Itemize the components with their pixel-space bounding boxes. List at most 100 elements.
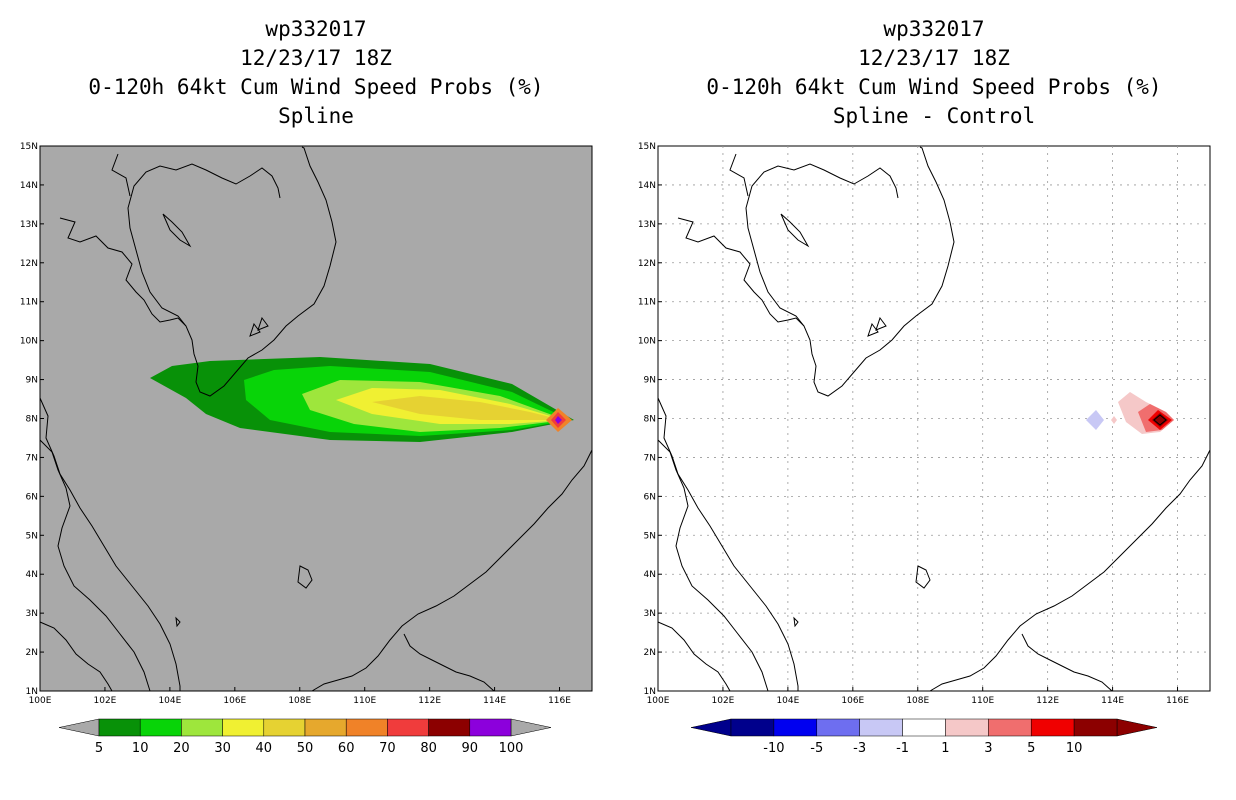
right-lat-label: 5N: [644, 531, 656, 541]
right-lat-label: 9N: [644, 376, 656, 386]
right-colorbar-swatch: [859, 718, 903, 737]
anomaly-negative: [1086, 410, 1104, 430]
right-colorbar-swatch: [730, 718, 775, 737]
right-lat-label: 13N: [638, 220, 656, 230]
anomaly-peak-outline: [1153, 414, 1167, 426]
left-title-storm-id: wp332017: [265, 17, 367, 41]
right-colorbar-label: -1: [896, 741, 909, 756]
right-map-title: wp332017 12/23/17 18Z 0-120h 64kt Cum Wi…: [658, 15, 1210, 131]
right-lon-label: 106E: [841, 696, 864, 706]
right-colorbar-swatch: [773, 718, 818, 737]
right-lat-label: 11N: [638, 298, 656, 308]
left-colorbar-label: 5: [95, 741, 103, 756]
left-lon-label: 108E: [288, 696, 311, 706]
right-map: 1N 2N 3N 4N 5N 6N 7N 8N 9N 10N 11N 12N 13N 14N 15N 100…: [638, 142, 1211, 706]
right-lon-label: 112E: [1036, 696, 1059, 706]
left-lat-label: 2N: [26, 648, 38, 658]
right-colorbar-label: -10: [763, 741, 784, 756]
right-lat-label: 7N: [644, 453, 656, 463]
probability-swath: [150, 357, 574, 442]
left-lat-label: 12N: [20, 259, 38, 269]
right-colorbar: -10 -5 -3 -1 1 3 5 10: [690, 718, 1158, 756]
right-colorbar-label: 5: [1027, 741, 1035, 756]
right-lon-label: 114E: [1101, 696, 1124, 706]
right-lat-label: 1N: [644, 687, 656, 697]
right-lon-label: 102E: [712, 696, 735, 706]
left-colorbar-swatch: [98, 718, 141, 737]
swath-band-40: [372, 396, 562, 420]
left-lon-label: 104E: [158, 696, 181, 706]
left-title-method: Spline: [278, 104, 354, 128]
left-lon-label: 116E: [548, 696, 571, 706]
left-lat-label: 10N: [20, 337, 38, 347]
left-lon-label: 110E: [353, 696, 376, 706]
anomaly-positive-10: [1152, 413, 1168, 427]
left-colorbar-swatch: [428, 718, 471, 737]
left-lon-label: 102E: [94, 696, 117, 706]
left-lat-label: 9N: [26, 376, 38, 386]
right-lon-tick-labels: 100E 102E 104E 106E 108E 110E 112E 114E 116E: [647, 687, 1189, 706]
left-colorbar-swatch: [304, 718, 347, 737]
left-lon-label: 100E: [29, 696, 52, 706]
left-colorbar-max-arrow: [510, 718, 552, 737]
left-map: 1N 2N 3N 4N 5N 6N 7N 8N 9N 10N 11N 12N 13N 14N 15N 100…: [20, 142, 593, 706]
right-title-method: Spline - Control: [832, 104, 1036, 128]
left-colorbar-swatch: [263, 718, 306, 737]
left-colorbar-label: 90: [462, 741, 479, 756]
left-colorbar-label: 30: [214, 741, 231, 756]
left-colorbar-label: 70: [379, 741, 396, 756]
right-colorbar-label: 10: [1066, 741, 1083, 756]
left-lat-label: 7N: [26, 453, 38, 463]
right-title-product: 0-120h 64kt Cum Wind Speed Probs (%): [706, 75, 1162, 99]
left-colorbar-min-arrow: [58, 718, 100, 737]
left-colorbar-swatch: [139, 718, 182, 737]
left-colorbar-swatch: [222, 718, 265, 737]
left-colorbar-swatch: [387, 718, 429, 737]
left-title-datetime: 12/23/17 18Z: [240, 46, 392, 70]
left-lat-label: 3N: [26, 609, 38, 619]
swath-core-100: [555, 416, 562, 424]
left-map-title: wp332017 12/23/17 18Z 0-120h 64kt Cum Wi…: [40, 15, 592, 131]
left-lon-label: 112E: [418, 696, 441, 706]
left-colorbar-label: 50: [297, 741, 314, 756]
right-title-storm-id: wp332017: [883, 17, 985, 41]
left-lon-tick-labels: 100E 102E 104E 106E 108E 110E 112E 114E 116E: [29, 687, 571, 706]
left-lat-label: 13N: [20, 220, 38, 230]
right-lon-label: 116E: [1166, 696, 1189, 706]
right-lat-label: 10N: [638, 337, 656, 347]
left-colorbar: 5 10 20 30 40 50 60 70 80 90 100: [58, 718, 552, 756]
left-colorbar-swatch: [181, 718, 223, 737]
right-colorbar-swatch: [945, 718, 989, 737]
left-lon-label: 106E: [223, 696, 246, 706]
left-lat-label: 5N: [26, 531, 38, 541]
right-lat-label: 3N: [644, 609, 656, 619]
right-lat-tick-labels: 1N 2N 3N 4N 5N 6N 7N 8N 9N 10N 11N 12N 13N 14N 15N: [638, 142, 662, 697]
right-colorbar-label: 1: [941, 741, 949, 756]
left-lat-label: 4N: [26, 570, 38, 580]
left-lat-label: 1N: [26, 687, 38, 697]
left-colorbar-label: 10: [132, 741, 149, 756]
right-lon-label: 110E: [971, 696, 994, 706]
left-colorbar-swatch: [345, 718, 388, 737]
right-lat-label: 15N: [638, 142, 656, 152]
right-title-datetime: 12/23/17 18Z: [858, 46, 1010, 70]
left-colorbar-swatch: [469, 718, 512, 737]
right-colorbar-label: -5: [810, 741, 823, 756]
left-lat-label: 14N: [20, 181, 38, 191]
left-title-product: 0-120h 64kt Cum Wind Speed Probs (%): [88, 75, 544, 99]
left-colorbar-label: 40: [256, 741, 273, 756]
right-lat-label: 12N: [638, 259, 656, 269]
left-colorbar-label: 20: [173, 741, 190, 756]
anomaly-positive-small: [1111, 416, 1117, 424]
right-lon-label: 104E: [776, 696, 799, 706]
left-lat-label: 15N: [20, 142, 38, 152]
right-lon-label: 100E: [647, 696, 670, 706]
left-colorbar-label: 80: [420, 741, 437, 756]
right-colorbar-min-arrow: [690, 718, 732, 737]
left-colorbar-label: 100: [499, 741, 524, 756]
left-lat-label: 11N: [20, 298, 38, 308]
difference-anomalies: [1086, 392, 1174, 434]
left-colorbar-label: 60: [338, 741, 355, 756]
right-lat-label: 14N: [638, 181, 656, 191]
